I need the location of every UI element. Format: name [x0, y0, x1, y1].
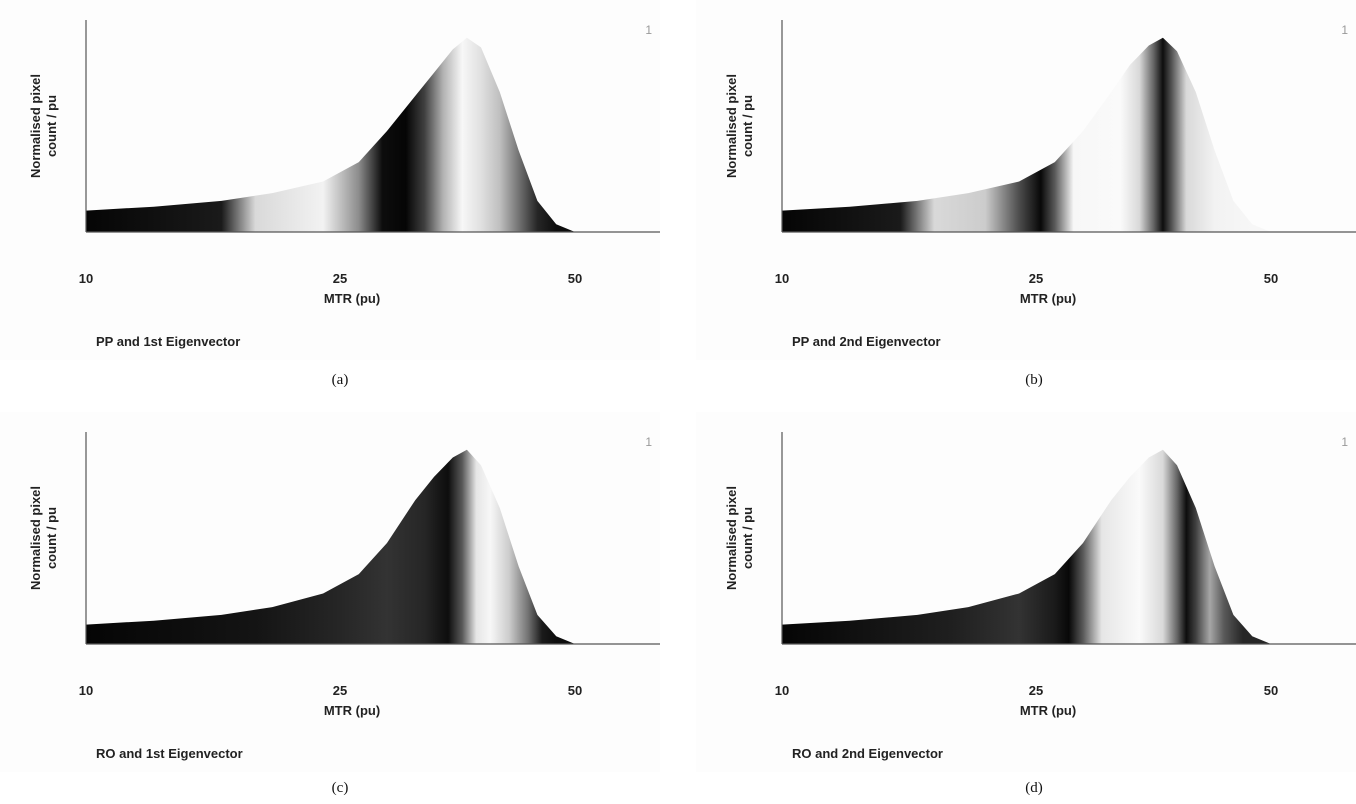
svg-text:count / pu: count / pu [44, 95, 59, 157]
svg-text:Normalised pixel: Normalised pixel [28, 486, 43, 590]
x-tick-label: 10 [79, 271, 93, 286]
svg-text:Normalised pixel: Normalised pixel [724, 486, 739, 590]
svg-text:count / pu: count / pu [44, 507, 59, 569]
panel-title: PP and 1st Eigenvector [96, 334, 240, 349]
distribution-area [86, 449, 660, 644]
x-tick-label: 50 [1264, 683, 1278, 698]
y-axis-label: Normalised pixel count / pu [28, 74, 59, 178]
y-axis-label: Normalised pixel count / pu [724, 74, 755, 178]
x-tick-label: 25 [333, 271, 347, 286]
x-axis-label: MTR (pu) [324, 703, 380, 718]
svg-text:count / pu: count / pu [740, 507, 755, 569]
panel-title: RO and 1st Eigenvector [96, 746, 243, 761]
x-axis-label: MTR (pu) [324, 291, 380, 306]
corner-mark: 1 [645, 23, 652, 37]
svg-text:count / pu: count / pu [740, 95, 755, 157]
panel-title: RO and 2nd Eigenvector [792, 746, 943, 761]
x-tick-label: 10 [775, 683, 789, 698]
panel-title: PP and 2nd Eigenvector [792, 334, 941, 349]
caption-d: (d) [1025, 780, 1043, 796]
corner-mark: 1 [1341, 23, 1348, 37]
x-tick-label: 50 [1264, 271, 1278, 286]
panel-c: 10 25 50 MTR (pu) Normalised pixel count / pu… [0, 412, 660, 772]
corner-mark: 1 [1341, 435, 1348, 449]
panel-a: 10 25 50 MTR (pu) Normalised pixel count / pu… [0, 0, 660, 360]
x-tick-label: 50 [568, 683, 582, 698]
chart-b: 10 25 50 MTR (pu) Normalised pixel count / pu… [724, 20, 1356, 349]
x-tick-label: 10 [775, 271, 789, 286]
chart-c: 10 25 50 MTR (pu) Normalised pixel count / pu… [28, 432, 660, 761]
y-axis-label: Normalised pixel count / pu [724, 486, 755, 590]
chart-a: 10 25 50 MTR (pu) Normalised pixel count / pu… [28, 20, 660, 349]
x-tick-label: 50 [568, 271, 582, 286]
x-tick-label: 10 [79, 683, 93, 698]
svg-text:Normalised pixel: Normalised pixel [724, 74, 739, 178]
x-tick-label: 25 [1029, 271, 1043, 286]
panel-b: 10 25 50 MTR (pu) Normalised pixel count / pu… [696, 0, 1356, 360]
x-tick-label: 25 [333, 683, 347, 698]
y-axis-label: Normalised pixel count / pu [28, 486, 59, 590]
caption-a: (a) [331, 372, 349, 388]
distribution-area [782, 37, 1356, 233]
x-axis-label: MTR (pu) [1020, 703, 1076, 718]
distribution-area [782, 449, 1356, 644]
panel-d: 10 25 50 MTR (pu) Normalised pixel count / pu… [696, 412, 1356, 772]
caption-b: (b) [1025, 372, 1043, 388]
corner-mark: 1 [645, 435, 652, 449]
x-tick-label: 25 [1029, 683, 1043, 698]
svg-text:Normalised pixel: Normalised pixel [28, 74, 43, 178]
x-axis-label: MTR (pu) [1020, 291, 1076, 306]
distribution-area [86, 37, 660, 233]
chart-d: 10 25 50 MTR (pu) Normalised pixel count / pu… [724, 432, 1356, 761]
caption-c: (c) [331, 780, 349, 796]
